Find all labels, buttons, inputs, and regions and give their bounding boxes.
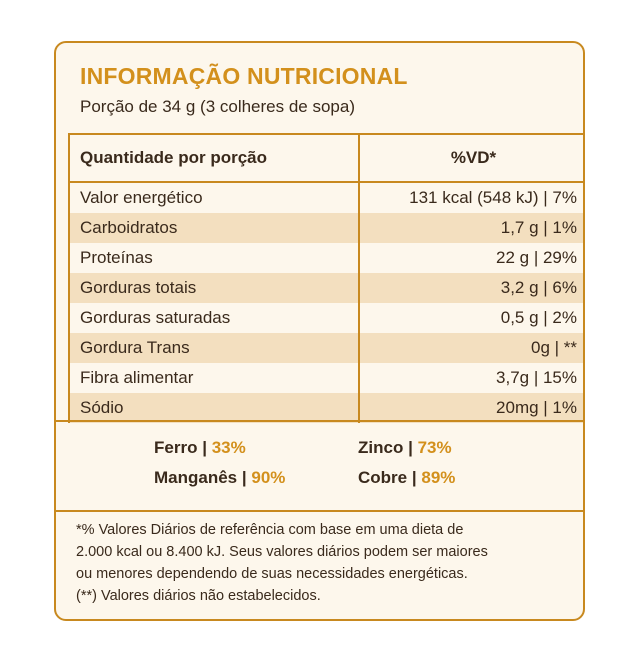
row-value: 3,7g | 15%	[496, 368, 577, 387]
row-label: Carboidratos	[70, 213, 360, 243]
column-header: Quantidade por porção	[70, 135, 360, 181]
row-value: 22 g | 29%	[496, 248, 577, 267]
mineral: Manganês | 90%	[154, 468, 285, 488]
column-header: %VD*	[450, 148, 497, 167]
row-label: Valor energético	[70, 183, 360, 213]
mineral-name: Manganês	[154, 468, 238, 487]
table-row: Proteínas 22 g | 29%	[70, 243, 583, 273]
table-row: Fibra alimentar 3,7g | 15%	[70, 363, 583, 393]
row-label: Fibra alimentar	[70, 363, 360, 393]
mineral: Ferro | 33%	[154, 438, 246, 458]
footnote-line: 2.000 kcal ou 8.400 kJ. Seus valores diá…	[76, 544, 488, 560]
table-header: Quantidade por porção %VD*	[70, 135, 583, 183]
row-label: Proteínas	[70, 243, 360, 273]
mineral-value: 89%	[421, 468, 456, 487]
mineral-name: Zinco	[358, 438, 404, 457]
minerals: Ferro | 33% Zinco | 73% Manganês | 90% Cobr…	[56, 420, 583, 512]
row-value: 20mg | 1%	[496, 398, 577, 417]
row-value: 131 kcal (548 kJ) | 7%	[409, 188, 577, 207]
mineral: Cobre | 89%	[358, 468, 455, 488]
table-row: Gorduras totais 3,2 g | 6%	[70, 273, 583, 303]
nutrition-table: Quantidade por porção %VD* Valor energétic…	[68, 133, 583, 423]
footnote-line: *% Valores Diários de referência com bas…	[76, 522, 464, 538]
separator: |	[411, 468, 417, 487]
table-row: Valor energético 131 kcal (548 kJ) | 7%	[70, 183, 583, 213]
row-label: Sódio	[70, 393, 360, 423]
table-row: Gorduras saturadas 0,5 g | 2%	[70, 303, 583, 333]
footnote-line: (**) Valores diários não estabelecidos.	[76, 588, 321, 604]
row-label: Gorduras totais	[70, 273, 360, 303]
nutrition-label: INFORMAÇÃO NUTRICIONAL Porção de 34 g (3…	[54, 41, 585, 621]
table-row: Gordura Trans 0g | **	[70, 333, 583, 363]
mineral-name: Ferro	[154, 438, 198, 457]
row-label: Gordura Trans	[70, 333, 360, 363]
mineral: Zinco | 73%	[358, 438, 452, 458]
table-row: Sódio 20mg | 1%	[70, 393, 583, 423]
separator: |	[241, 468, 247, 487]
footnote-line: ou menores dependendo de suas necessidad…	[76, 566, 468, 582]
separator: |	[408, 438, 413, 457]
mineral-value: 90%	[251, 468, 286, 487]
row-value: 0,5 g | 2%	[500, 308, 577, 327]
row-value: 1,7 g | 1%	[500, 218, 577, 237]
row-label: Gorduras saturadas	[70, 303, 360, 333]
separator: |	[202, 438, 207, 457]
row-value: 0g | **	[530, 338, 577, 357]
title: INFORMAÇÃO NUTRICIONAL	[80, 63, 408, 89]
subtitle: Porção de 34 g (3 colheres de sopa)	[80, 97, 356, 116]
table-row: Carboidratos 1,7 g | 1%	[70, 213, 583, 243]
footnote: *% Valores Diários de referência com bas…	[76, 519, 488, 607]
mineral-name: Cobre	[358, 468, 408, 487]
mineral-value: 33%	[211, 438, 246, 457]
row-value: 3,2 g | 6%	[500, 278, 577, 297]
mineral-value: 73%	[417, 438, 452, 457]
